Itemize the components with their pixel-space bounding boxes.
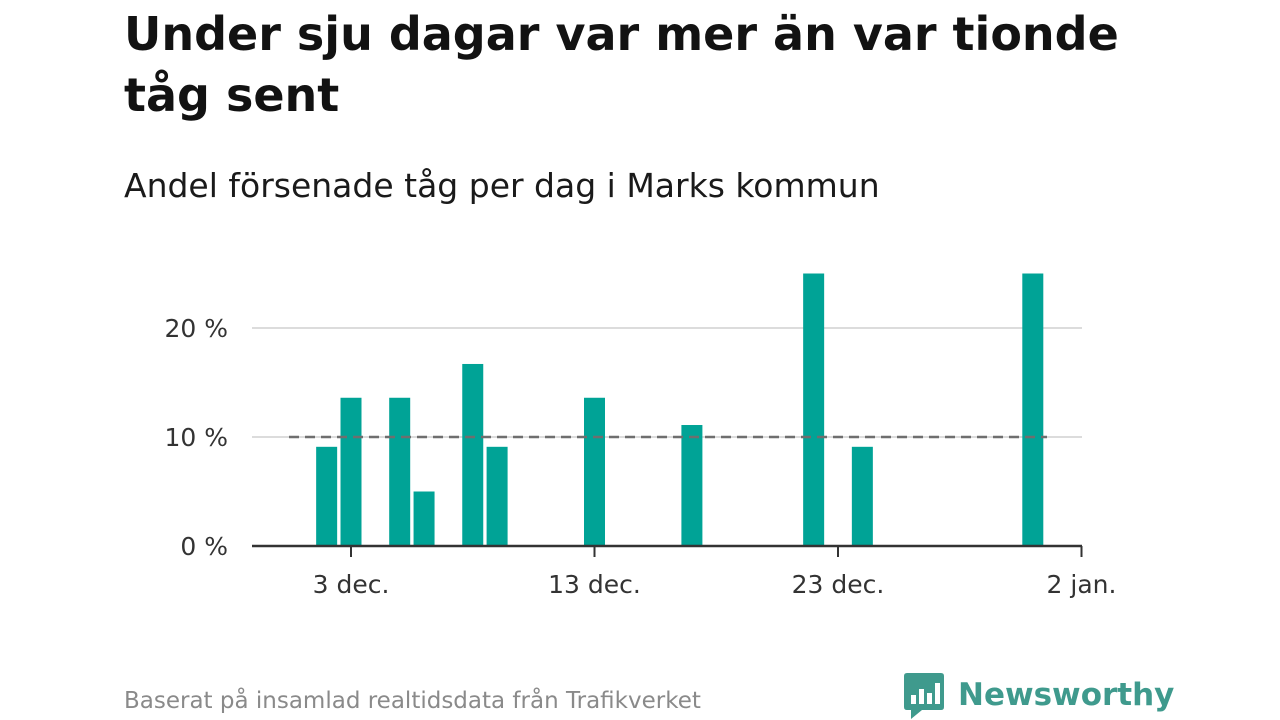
bars (316, 273, 1044, 546)
bar (851, 446, 873, 546)
bar-chart: 0 % 10 % 20 % 3 dec. 13 dec. 23 dec. 2 jan. (164, 273, 1117, 599)
bar (681, 425, 703, 546)
bar (413, 491, 435, 546)
brand-name: Newsworthy (958, 677, 1175, 713)
bar (803, 273, 825, 546)
y-tick-label: 20 % (164, 314, 228, 343)
x-tick-label: 23 dec. (792, 570, 885, 599)
x-tick-label: 2 jan. (1047, 570, 1117, 599)
newsworthy-logo-icon (904, 673, 944, 719)
brand-logo: Newsworthy (902, 670, 1174, 720)
bar (486, 446, 508, 546)
y-tick-label: 10 % (164, 423, 228, 452)
x-tick-label: 3 dec. (313, 570, 390, 599)
bar (584, 397, 605, 546)
x-axis (252, 544, 1083, 557)
bar (1022, 273, 1044, 546)
x-tick-label: 13 dec. (548, 570, 641, 599)
chart-title: Under sju dagar var mer än var tionde tå… (124, 7, 1119, 122)
x-axis-labels: 3 dec. 13 dec. 23 dec. 2 jan. (313, 570, 1117, 599)
bar (340, 397, 362, 546)
source-note: Baserat på insamlad realtidsdata från Tr… (124, 688, 701, 714)
grid-lines (252, 327, 1082, 438)
chart-subtitle: Andel försenade tåg per dag i Marks komm… (124, 166, 880, 205)
y-axis-labels: 0 % 10 % 20 % (164, 314, 228, 561)
bar (462, 363, 484, 546)
y-tick-label: 0 % (180, 532, 228, 561)
bar (389, 397, 411, 546)
bar (316, 446, 338, 546)
